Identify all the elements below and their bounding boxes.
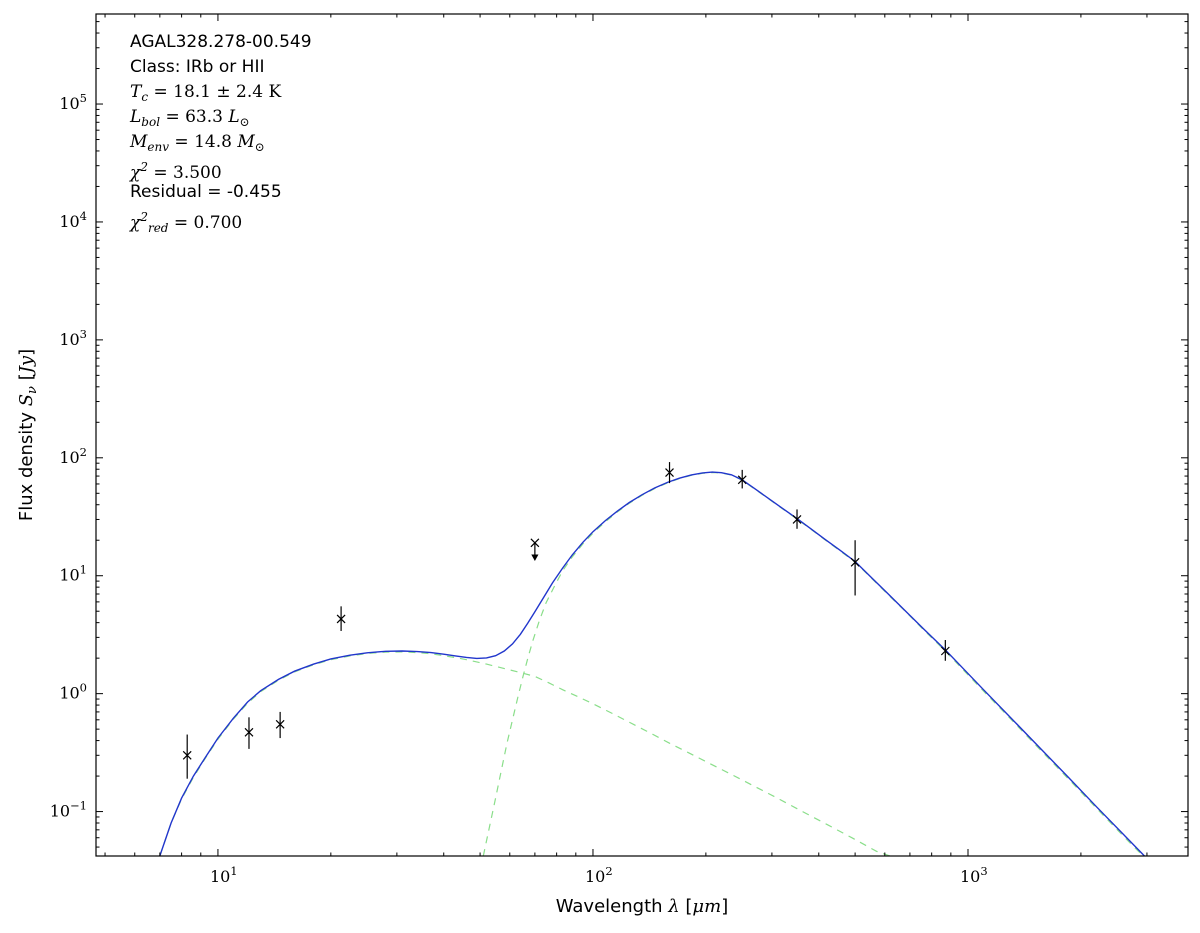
photometry-points — [182, 462, 950, 779]
annotation-line: Menv = 14.8 M⊙ — [130, 130, 312, 155]
annotation-fragment: M — [237, 132, 255, 152]
annotation-fragment: M — [130, 132, 148, 152]
curve-total-model — [159, 471, 1146, 856]
x-marker — [275, 719, 285, 729]
y-tick-label: 101 — [59, 563, 87, 585]
fit-parameters-annotation: AGAL328.278-00.549 Class: IRb or HII Tc = … — [130, 30, 312, 235]
annotation-fragment: T — [130, 82, 142, 102]
annotation-fragment: c — [141, 90, 149, 104]
y-axis-label: Flux density Sν [Jy] — [16, 349, 40, 521]
annotation-line: AGAL328.278-00.549 — [130, 32, 312, 52]
annotation-fragment: χ — [130, 163, 141, 183]
y-tick-label: 105 — [59, 91, 87, 113]
annotation-fragment: 2 — [140, 210, 148, 224]
x-marker — [336, 614, 346, 624]
x-tick-label: 103 — [960, 864, 988, 886]
y-tick-label: 102 — [59, 445, 87, 467]
annotation-line: Lbol = 63.3 L⊙ — [130, 105, 312, 130]
annotation-fragment: χ — [130, 213, 141, 233]
x-marker — [182, 750, 192, 760]
annotation-fragment: = 0.700 — [168, 213, 243, 233]
x-marker — [665, 468, 674, 477]
annotation-fragment: L — [130, 107, 142, 127]
x-marker — [792, 515, 802, 524]
annotation-fragment: ⊙ — [239, 115, 250, 129]
annotation-line: Class: IRb or HII — [130, 57, 265, 77]
annotation-fragment: env — [147, 140, 170, 154]
annotation-fragment: red — [147, 221, 169, 235]
annotation-line: χ2 = 3.500 — [130, 155, 312, 183]
x-marker — [244, 727, 254, 737]
model-curves — [159, 471, 1146, 856]
x-tick-label: 102 — [585, 864, 613, 886]
curve-cold-component — [482, 471, 1144, 856]
annotation-fragment: = 14.8 — [169, 132, 238, 152]
x-marker — [737, 475, 747, 485]
annotation-fragment: ⊙ — [254, 140, 265, 154]
x-marker — [530, 538, 540, 548]
y-tick-label: 103 — [59, 327, 87, 349]
upper-limit-arrow-icon — [531, 554, 539, 561]
x-tick-label: 101 — [210, 864, 238, 886]
y-tick-label: 10−1 — [50, 799, 87, 821]
annotation-fragment: = 18.1 ± 2.4 K — [148, 82, 282, 102]
annotation-fragment: = 63.3 — [160, 107, 229, 127]
annotation-fragment: L — [228, 107, 240, 127]
annotation-line: Residual = -0.455 — [130, 182, 282, 202]
x-marker — [940, 646, 950, 656]
annotation-line: χ2red = 0.700 — [130, 205, 312, 235]
annotation-fragment: bol — [141, 115, 161, 129]
x-marker — [850, 557, 860, 567]
y-tick-label: 104 — [59, 209, 87, 231]
annotation-fragment: 2 — [140, 160, 148, 174]
annotation-fragment: = 3.500 — [147, 163, 222, 183]
y-tick-label: 100 — [59, 681, 87, 703]
plot-frame — [95, 13, 1189, 857]
axis-ticks — [96, 14, 1188, 856]
curve-warm-component — [159, 651, 891, 856]
annotation-line: Tc = 18.1 ± 2.4 K — [130, 80, 312, 105]
x-axis-label: Wavelength λ [μm] — [556, 896, 728, 917]
